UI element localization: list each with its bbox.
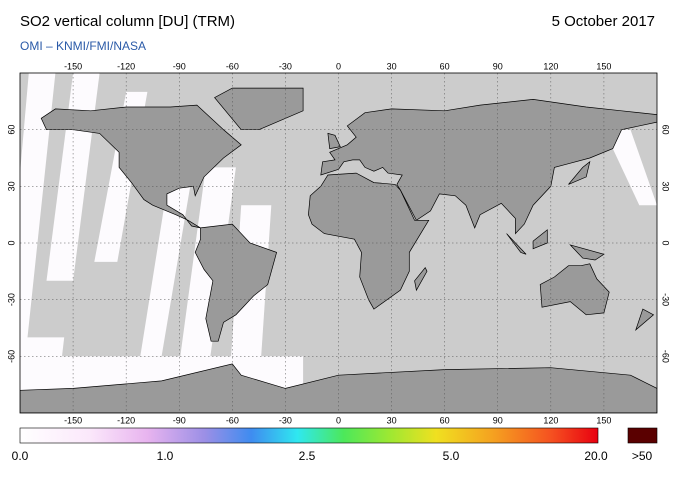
lon-tick-label: 0 — [336, 415, 341, 425]
landmass — [568, 160, 591, 185]
lat-tick-label: 0 — [6, 240, 16, 245]
lon-tick-label: -30 — [279, 61, 292, 71]
lon-tick-label: -120 — [117, 415, 135, 425]
landmass — [320, 99, 657, 235]
colorbar-overflow — [627, 427, 658, 444]
overflow-label: >50 — [632, 449, 653, 463]
colorbar-label: 1.0 — [157, 449, 174, 463]
lon-tick-label: 120 — [543, 415, 558, 425]
map-layer — [20, 73, 657, 413]
date: 5 October 2017 — [552, 13, 655, 30]
lat-tick-label: -60 — [6, 350, 16, 363]
map-frame — [19, 72, 658, 414]
landmass — [635, 308, 655, 331]
lon-tick-label: 0 — [336, 61, 341, 71]
orbit-swath — [603, 129, 657, 206]
colorbar-label: 5.0 — [443, 449, 460, 463]
lon-tick-label: -60 — [226, 61, 239, 71]
lat-tick-label: 60 — [6, 125, 16, 135]
lat-tick-label: 30 — [661, 181, 671, 191]
landmass — [506, 233, 527, 255]
lon-tick-label: -90 — [173, 415, 186, 425]
landmass — [308, 172, 430, 310]
lon-tick-label: 30 — [387, 61, 397, 71]
lon-tick-label: 90 — [493, 415, 503, 425]
landmass — [214, 87, 304, 131]
landmass — [327, 132, 341, 150]
lon-tick-label: 60 — [440, 61, 450, 71]
source: OMI – KNMI/FMI/NASA — [20, 39, 146, 53]
lon-tick-label: 150 — [596, 415, 611, 425]
colorbar-label: 0.0 — [12, 449, 29, 463]
landmass — [414, 266, 428, 292]
lon-tick-label: 60 — [440, 415, 450, 425]
title: SO2 vertical column [DU] (TRM) — [20, 13, 235, 30]
lon-tick-label: -30 — [279, 415, 292, 425]
landmass — [569, 244, 605, 261]
lon-tick-label: 150 — [596, 61, 611, 71]
landmass — [194, 223, 278, 342]
lat-tick-label: -30 — [661, 293, 671, 306]
orbit-swath — [175, 167, 236, 391]
lon-tick-label: -150 — [64, 415, 82, 425]
lon-tick-label: -90 — [173, 61, 186, 71]
lat-tick-label: 30 — [6, 181, 16, 191]
lat-tick-label: 60 — [661, 125, 671, 135]
landmass — [40, 104, 242, 229]
lon-tick-label: 30 — [387, 415, 397, 425]
lat-tick-label: -30 — [6, 293, 16, 306]
lon-tick-label: -120 — [117, 61, 135, 71]
lon-tick-label: -150 — [64, 61, 82, 71]
lon-tick-label: 90 — [493, 61, 503, 71]
colorbar-label: 20.0 — [584, 449, 608, 463]
colorbar — [19, 427, 599, 444]
landmass — [539, 263, 610, 316]
lat-tick-label: 0 — [661, 240, 671, 245]
colorbar-label: 2.5 — [299, 449, 316, 463]
lon-tick-label: -60 — [226, 415, 239, 425]
lat-tick-label: -60 — [661, 350, 671, 363]
landmass — [532, 229, 548, 250]
lon-tick-label: 120 — [543, 61, 558, 71]
landmass — [20, 363, 657, 413]
